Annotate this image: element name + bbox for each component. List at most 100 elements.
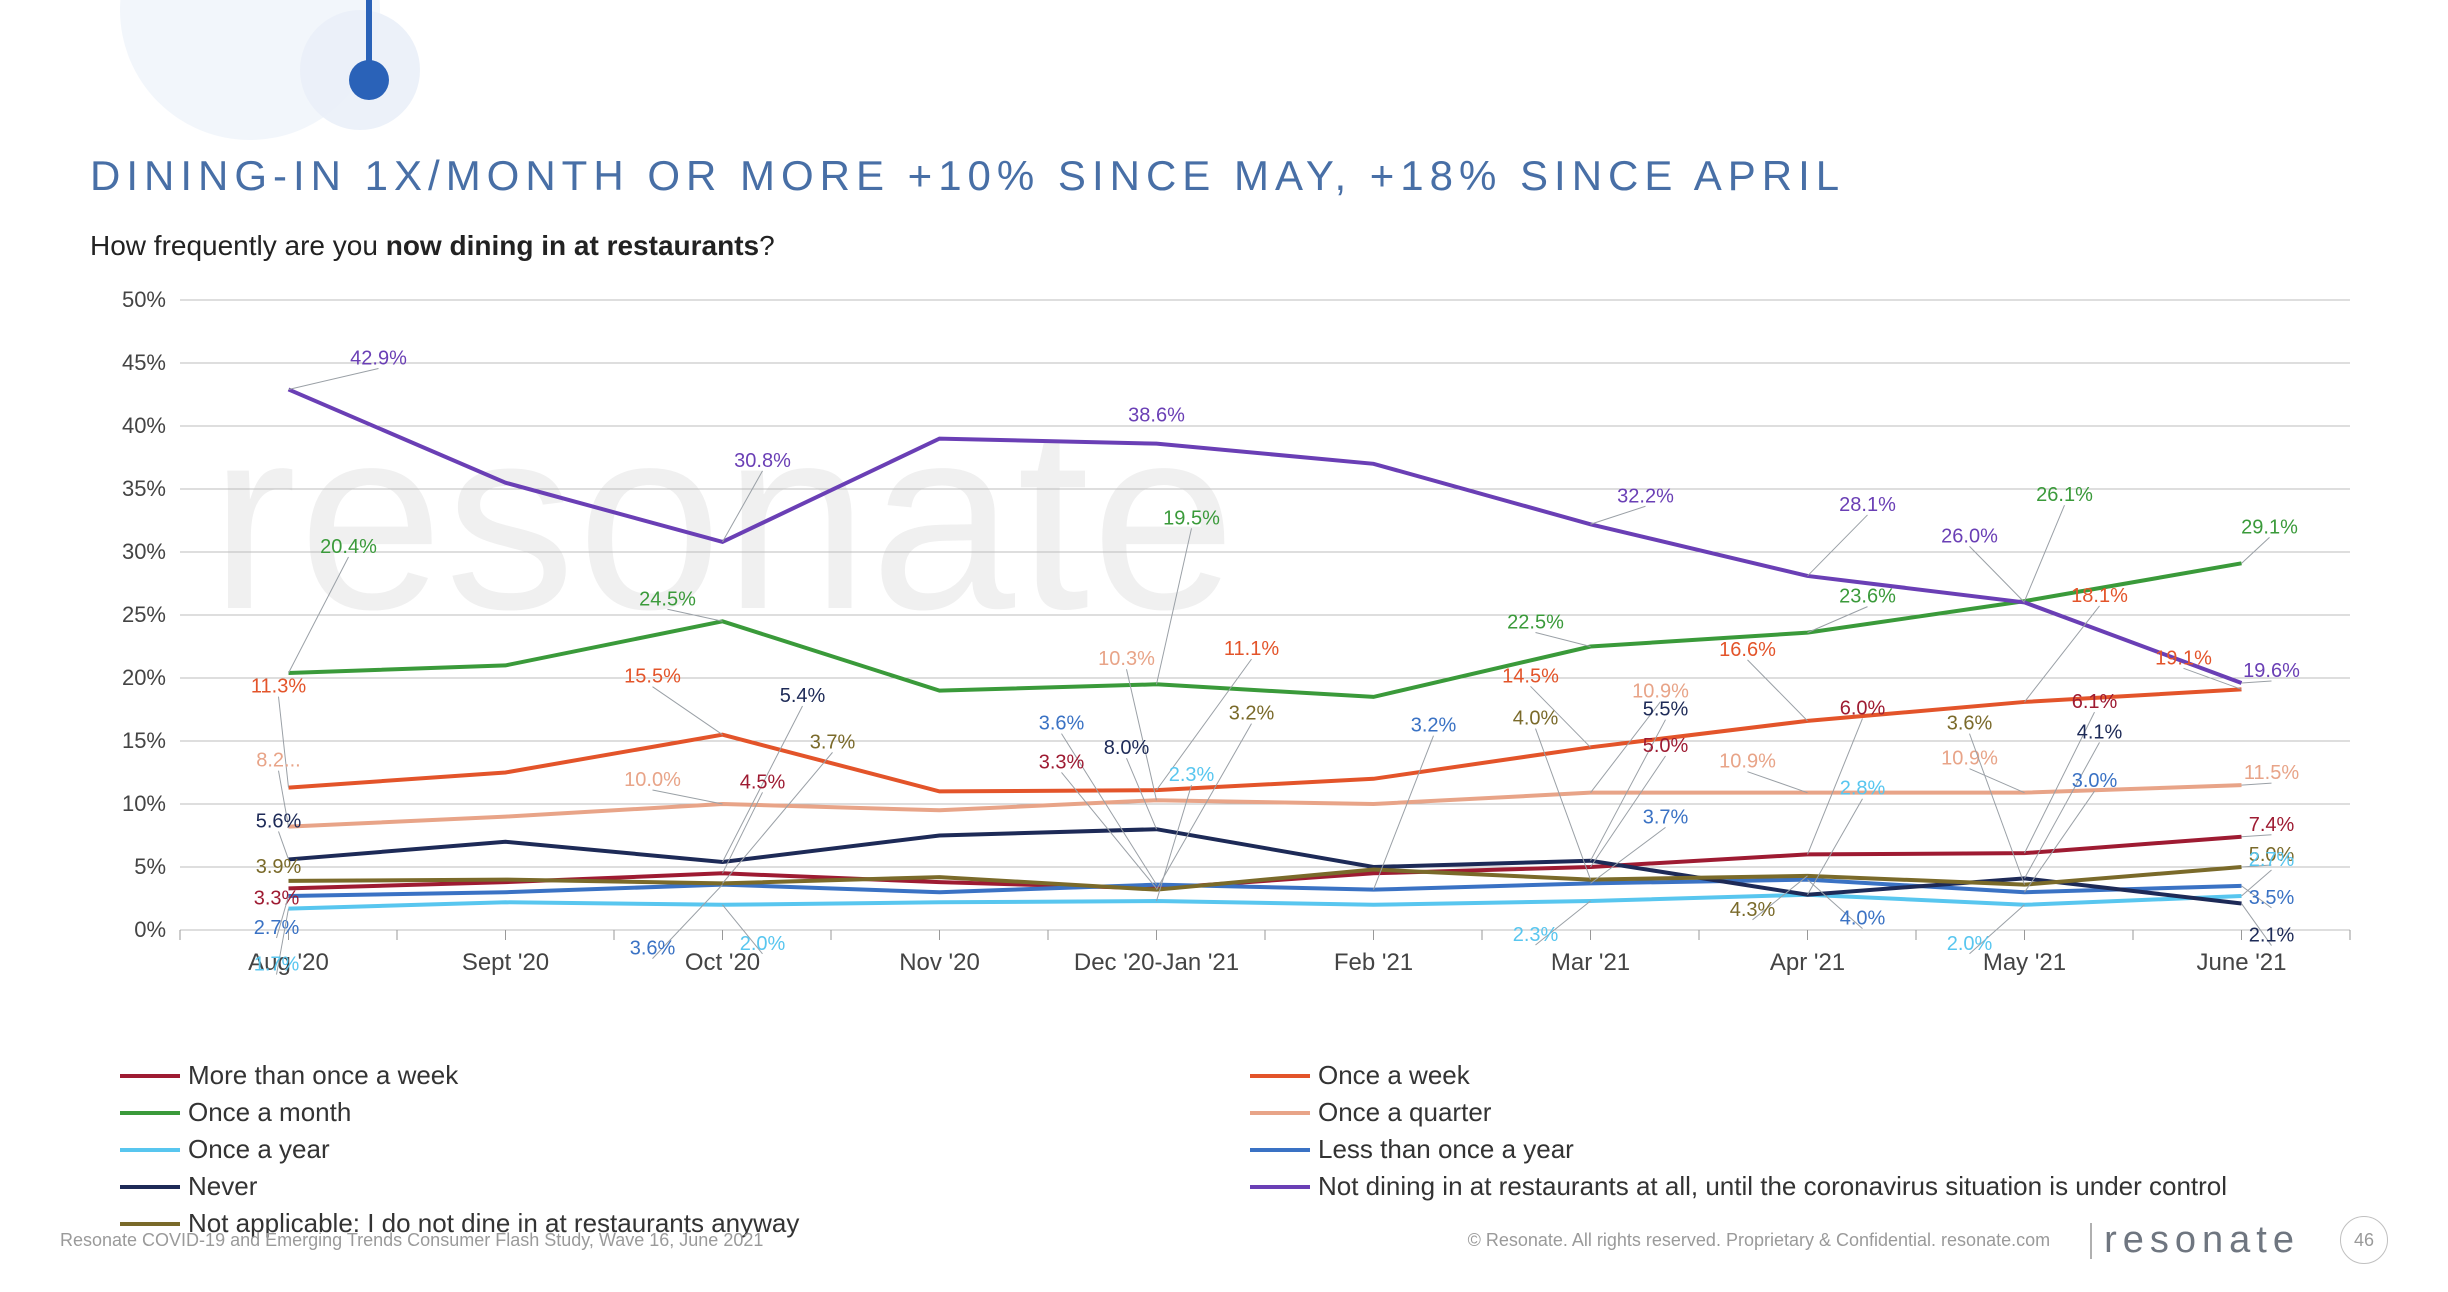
legend-label: Never [188, 1171, 257, 1202]
svg-text:10.3%: 10.3% [1098, 648, 1155, 670]
legend-label: Once a quarter [1318, 1097, 1491, 1128]
svg-text:2.7%: 2.7% [2249, 849, 2295, 871]
legend: More than once a week Once a week Once a m… [120, 1060, 2380, 1239]
svg-text:18.1%: 18.1% [2071, 585, 2128, 607]
svg-text:50%: 50% [122, 290, 166, 312]
svg-text:29.1%: 29.1% [2241, 516, 2298, 538]
svg-text:42.9%: 42.9% [350, 347, 407, 369]
chart-svg: 0%5%10%15%20%25%30%35%40%45%50%Aug '20Se… [70, 290, 2390, 1010]
svg-text:35%: 35% [122, 476, 166, 501]
svg-text:3.7%: 3.7% [810, 731, 856, 753]
svg-text:25%: 25% [122, 602, 166, 627]
svg-text:40%: 40% [122, 413, 166, 438]
svg-text:38.6%: 38.6% [1128, 405, 1185, 427]
svg-text:30.8%: 30.8% [734, 450, 791, 472]
legend-swatch [120, 1148, 180, 1152]
svg-text:3.6%: 3.6% [1947, 713, 1993, 735]
svg-text:4.5%: 4.5% [740, 771, 786, 793]
svg-text:10.9%: 10.9% [1719, 751, 1776, 773]
brand-logo: resonate [2090, 1219, 2300, 1262]
legend-swatch [120, 1074, 180, 1078]
svg-text:4.3%: 4.3% [1730, 899, 1776, 921]
brand-logo-text: resonate [2104, 1219, 2300, 1261]
legend-swatch [1250, 1185, 1310, 1189]
svg-text:Sept '20: Sept '20 [462, 949, 549, 976]
legend-item: Once a week [1250, 1060, 2380, 1091]
legend-label: Less than once a year [1318, 1134, 1574, 1165]
svg-text:3.3%: 3.3% [1039, 751, 1085, 773]
legend-swatch [120, 1185, 180, 1189]
svg-text:30%: 30% [122, 539, 166, 564]
legend-swatch [1250, 1148, 1310, 1152]
svg-text:4.1%: 4.1% [2077, 721, 2123, 743]
legend-swatch [1250, 1111, 1310, 1115]
legend-item: Never [120, 1171, 1250, 1202]
legend-label: Once a week [1318, 1060, 1470, 1091]
svg-text:19.6%: 19.6% [2243, 660, 2300, 682]
svg-text:19.5%: 19.5% [1163, 507, 1220, 529]
page-subtitle: How frequently are you now dining in at … [90, 230, 775, 262]
svg-text:3.7%: 3.7% [1643, 806, 1689, 828]
svg-text:0%: 0% [134, 917, 166, 942]
svg-text:Nov '20: Nov '20 [899, 949, 980, 976]
svg-text:2.0%: 2.0% [740, 933, 786, 955]
svg-text:5.5%: 5.5% [1643, 699, 1689, 721]
svg-text:10%: 10% [122, 791, 166, 816]
page-title: DINING-IN 1X/MONTH OR MORE +10% SINCE MA… [90, 152, 1845, 200]
legend-item: Less than once a year [1250, 1134, 2380, 1165]
legend-item: More than once a week [120, 1060, 1250, 1091]
svg-text:June '21: June '21 [2197, 949, 2287, 976]
svg-text:5.4%: 5.4% [780, 685, 826, 707]
svg-text:Mar '21: Mar '21 [1551, 949, 1630, 976]
svg-text:2.7%: 2.7% [254, 917, 300, 939]
legend-swatch [120, 1111, 180, 1115]
svg-text:5.0%: 5.0% [1643, 735, 1689, 757]
svg-text:15%: 15% [122, 728, 166, 753]
legend-label: Once a month [188, 1097, 351, 1128]
svg-text:14.5%: 14.5% [1502, 665, 1559, 687]
svg-text:3.6%: 3.6% [1039, 713, 1085, 735]
svg-text:19.1%: 19.1% [2155, 647, 2212, 669]
subtitle-pre: How frequently are you [90, 230, 386, 261]
svg-text:Feb '21: Feb '21 [1334, 949, 1413, 976]
svg-text:7.4%: 7.4% [2249, 814, 2295, 836]
svg-text:3.3%: 3.3% [254, 887, 300, 909]
svg-text:4.0%: 4.0% [1840, 908, 1886, 930]
decor-dot [349, 60, 389, 100]
svg-text:16.6%: 16.6% [1719, 639, 1776, 661]
legend-label: More than once a week [188, 1060, 458, 1091]
svg-text:11.3%: 11.3% [251, 676, 306, 698]
svg-text:2.1%: 2.1% [2249, 925, 2295, 947]
footer: Resonate COVID-19 and Emerging Trends Co… [60, 1216, 2388, 1264]
svg-text:8.0%: 8.0% [1104, 737, 1150, 759]
svg-text:3.2%: 3.2% [1411, 715, 1457, 737]
svg-text:2.3%: 2.3% [1513, 924, 1559, 946]
legend-swatch [1250, 1074, 1310, 1078]
svg-text:8.2...: 8.2... [256, 750, 300, 772]
svg-text:6.1%: 6.1% [2072, 691, 2118, 713]
svg-text:2.0%: 2.0% [1947, 933, 1993, 955]
svg-text:22.5%: 22.5% [1507, 612, 1564, 634]
svg-text:3.0%: 3.0% [2072, 770, 2118, 792]
subtitle-bold: now dining in at restaurants [386, 230, 759, 261]
svg-text:6.0%: 6.0% [1840, 697, 1886, 719]
svg-text:11.1%: 11.1% [1224, 638, 1279, 660]
svg-text:5.6%: 5.6% [256, 810, 302, 832]
svg-text:23.6%: 23.6% [1839, 586, 1896, 608]
line-chart: resonate 0%5%10%15%20%25%30%35%40%45%50%… [70, 290, 2390, 1010]
svg-text:3.5%: 3.5% [2249, 887, 2295, 909]
legend-item: Once a year [120, 1134, 1250, 1165]
subtitle-post: ? [759, 230, 775, 261]
legend-label: Once a year [188, 1134, 330, 1165]
legend-item: Not dining in at restaurants at all, unt… [1250, 1171, 2380, 1202]
svg-text:3.2%: 3.2% [1229, 703, 1275, 725]
svg-text:20.4%: 20.4% [320, 536, 377, 558]
svg-text:10.9%: 10.9% [1941, 748, 1998, 770]
svg-text:3.9%: 3.9% [256, 856, 302, 878]
svg-text:5%: 5% [134, 854, 166, 879]
page-number: 46 [2340, 1216, 2388, 1264]
svg-text:2.8%: 2.8% [1840, 778, 1886, 800]
svg-text:26.1%: 26.1% [2036, 484, 2093, 506]
svg-text:26.0%: 26.0% [1941, 525, 1998, 547]
svg-text:4.0%: 4.0% [1513, 708, 1559, 730]
